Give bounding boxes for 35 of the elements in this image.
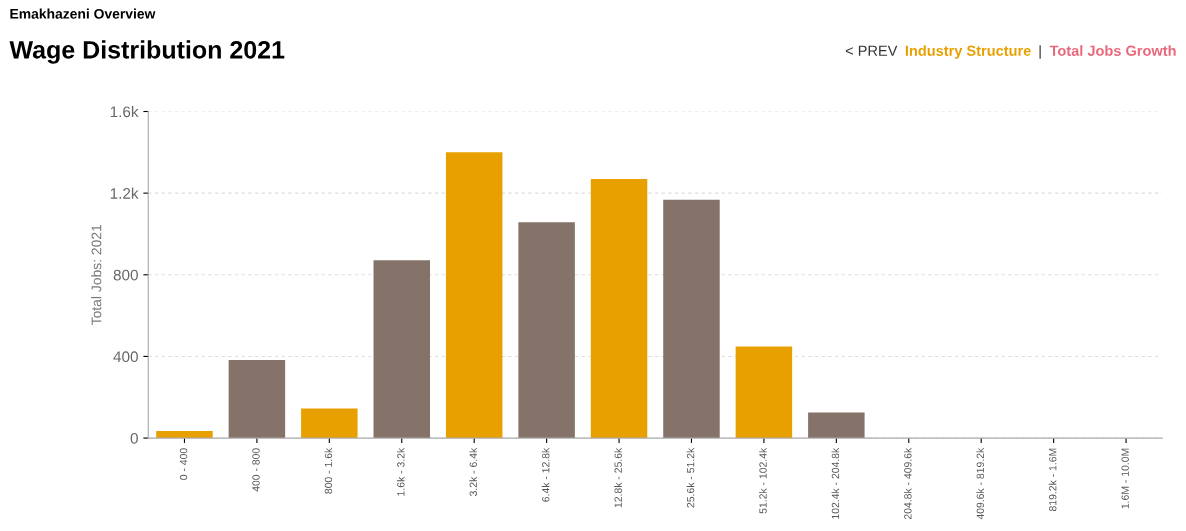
x-tick-label: 204.8k - 409.6k xyxy=(903,447,912,520)
x-tick-label: 25.6k - 51.2k xyxy=(686,447,695,508)
x-tick-label: 3.2k - 6.4k xyxy=(469,447,477,497)
text: Total Jobs Growth xyxy=(1049,45,1176,56)
y-tick-label: 800 xyxy=(113,269,138,281)
x-tick-label: 102.4k - 204.8k xyxy=(831,447,840,519)
bar xyxy=(301,408,358,439)
x-tick-label: 400 - 800 xyxy=(252,448,260,492)
bar xyxy=(663,199,720,439)
bar xyxy=(735,346,793,439)
text: Industry Structure xyxy=(905,45,1031,59)
y-axis-title: Total Jobs: 2021 xyxy=(91,224,102,326)
x-tick-label: 1.6M - 10.0M xyxy=(1121,448,1129,509)
x-tick-label: 12.8k - 25.6k xyxy=(614,447,622,508)
y-tick-label: 400 xyxy=(113,351,138,363)
x-tick-label: 6.4k - 12.8k xyxy=(541,447,550,502)
chart-title: Wage Distribution 2021 xyxy=(9,40,285,64)
y-tick-label: 0 xyxy=(130,432,138,444)
x-tick-label: 819.2k - 1.6M xyxy=(1048,448,1057,512)
bar xyxy=(518,222,575,439)
x-tick-label: 800 - 1.6k xyxy=(324,447,333,494)
x-tick-label: 409.6k - 819.2k xyxy=(976,447,984,520)
bar xyxy=(373,260,431,439)
text: < PREV xyxy=(845,45,898,56)
y-tick-label: 1.6k xyxy=(110,105,139,118)
x-tick-label: 0 - 400 xyxy=(179,448,188,480)
text: | xyxy=(1039,45,1041,59)
bar xyxy=(445,152,503,439)
bar xyxy=(228,360,286,439)
bar xyxy=(590,179,648,439)
x-tick-label: 51.2k - 102.4k xyxy=(759,447,767,514)
chart-subtitle: Emakhazeni Overview xyxy=(10,8,156,19)
y-tick-label: 1.2k xyxy=(110,187,139,199)
bar xyxy=(808,412,865,439)
x-tick-label: 1.6k - 3.2k xyxy=(396,447,405,496)
